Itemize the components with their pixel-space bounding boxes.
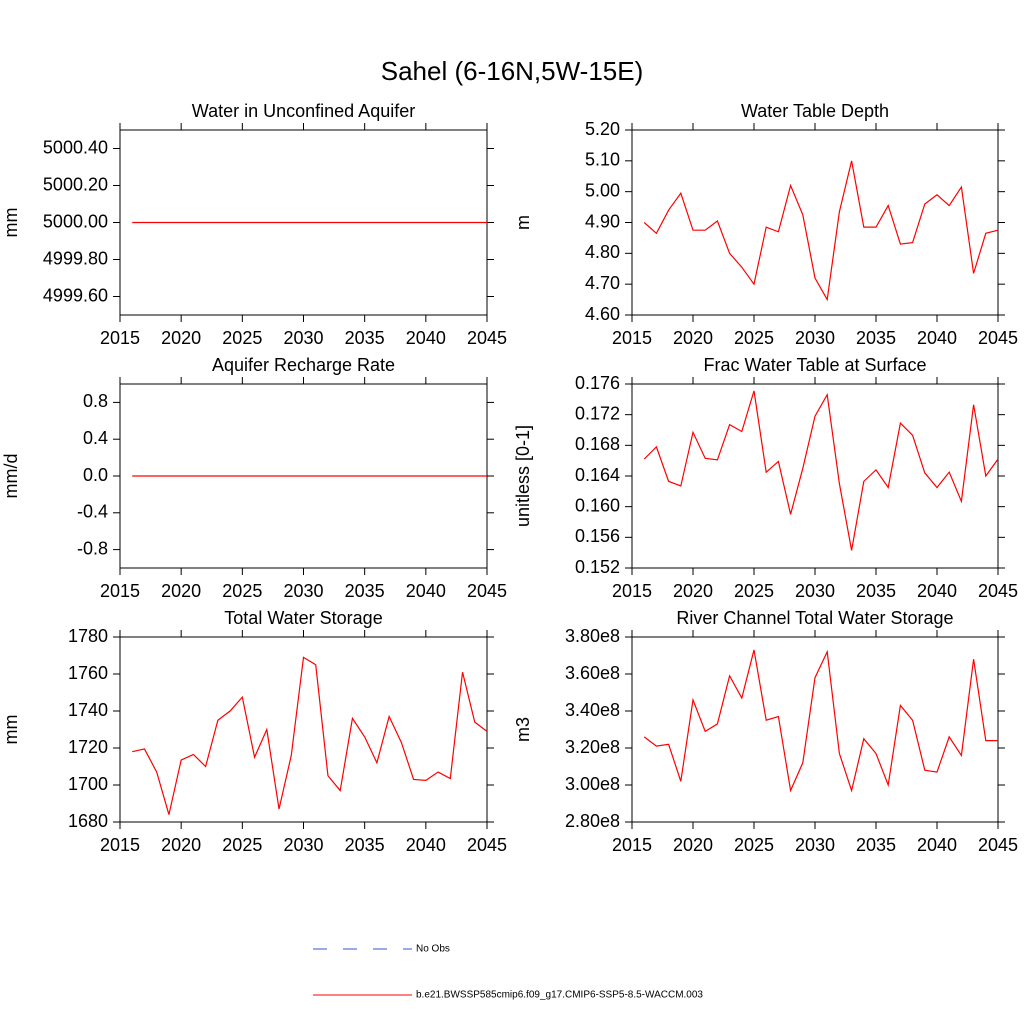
x-tick-label: 2030 [283, 835, 323, 855]
x-tick-label: 2020 [161, 328, 201, 348]
x-tick-label: 2040 [917, 328, 957, 348]
y-tick-label: 1720 [68, 737, 108, 757]
x-tick-label: 2040 [406, 835, 446, 855]
y-tick-label: 0.156 [575, 526, 620, 546]
x-tick-label: 2025 [222, 835, 262, 855]
data-line [132, 656, 488, 815]
y-tick-label: 0.0 [83, 465, 108, 485]
y-tick-label: 0.164 [575, 465, 620, 485]
x-tick-label: 2015 [612, 328, 652, 348]
x-tick-label: 2030 [795, 328, 835, 348]
y-tick-label: 4999.80 [43, 248, 108, 268]
x-tick-label: 2040 [917, 581, 957, 601]
x-tick-label: 2030 [283, 328, 323, 348]
y-tick-label: 3.20e8 [565, 737, 620, 757]
y-axis-label: mm [1, 715, 21, 745]
x-tick-label: 2015 [100, 328, 140, 348]
y-tick-label: 1780 [68, 626, 108, 646]
y-tick-label: 0.168 [575, 434, 620, 454]
data-line [643, 390, 999, 551]
panel-title: Frac Water Table at Surface [703, 355, 926, 375]
y-tick-label: 3.80e8 [565, 626, 620, 646]
x-tick-label: 2035 [856, 328, 896, 348]
y-tick-label: 1760 [68, 663, 108, 683]
y-tick-label: 2.80e8 [565, 811, 620, 831]
x-tick-label: 2020 [673, 328, 713, 348]
x-tick-label: 2045 [978, 581, 1018, 601]
y-axis-label: m [513, 215, 533, 230]
x-tick-label: 2035 [856, 835, 896, 855]
x-tick-label: 2020 [673, 835, 713, 855]
x-tick-label: 2025 [734, 835, 774, 855]
x-tick-label: 2015 [612, 581, 652, 601]
y-tick-label: 0.176 [575, 373, 620, 393]
x-tick-label: 2015 [612, 835, 652, 855]
y-axis-label: m3 [513, 717, 533, 742]
x-tick-label: 2025 [734, 581, 774, 601]
x-tick-label: 2015 [100, 581, 140, 601]
y-tick-label: 5000.00 [43, 211, 108, 231]
x-tick-label: 2045 [467, 835, 507, 855]
x-tick-label: 2035 [345, 328, 385, 348]
figure-title: Sahel (6-16N,5W-15E) [381, 56, 644, 86]
y-tick-label: 4.90 [585, 211, 620, 231]
y-tick-label: 5.10 [585, 150, 620, 170]
y-tick-label: 1700 [68, 774, 108, 794]
x-tick-label: 2045 [467, 328, 507, 348]
y-tick-label: 0.4 [83, 428, 108, 448]
y-tick-label: 5.00 [585, 180, 620, 200]
y-tick-label: 3.40e8 [565, 700, 620, 720]
y-tick-label: 1680 [68, 811, 108, 831]
legend-label: No Obs [416, 944, 450, 955]
x-tick-label: 2025 [222, 581, 262, 601]
panel-title: Water Table Depth [741, 101, 889, 121]
x-tick-label: 2020 [673, 581, 713, 601]
y-tick-label: 0.160 [575, 495, 620, 515]
y-tick-label: -0.8 [77, 538, 108, 558]
panel-title: Water in Unconfined Aquifer [192, 101, 415, 121]
x-tick-label: 2020 [161, 835, 201, 855]
y-tick-label: 1740 [68, 700, 108, 720]
x-tick-label: 2040 [917, 835, 957, 855]
y-axis-label: mm/d [1, 454, 21, 499]
x-tick-label: 2030 [795, 581, 835, 601]
x-tick-label: 2025 [734, 328, 774, 348]
y-tick-label: -0.4 [77, 502, 108, 522]
x-tick-label: 2015 [100, 835, 140, 855]
x-tick-label: 2045 [978, 328, 1018, 348]
y-tick-label: 4.70 [585, 273, 620, 293]
x-tick-label: 2035 [345, 581, 385, 601]
x-tick-label: 2020 [161, 581, 201, 601]
y-tick-label: 0.172 [575, 403, 620, 423]
x-tick-label: 2045 [467, 581, 507, 601]
x-tick-label: 2035 [856, 581, 896, 601]
y-tick-label: 4999.60 [43, 285, 108, 305]
y-tick-label: 0.8 [83, 391, 108, 411]
y-tick-label: 5.20 [585, 119, 620, 139]
y-axis-label: mm [1, 208, 21, 238]
data-line [643, 649, 998, 793]
x-tick-label: 2040 [406, 328, 446, 348]
y-tick-label: 5000.40 [43, 137, 108, 157]
y-tick-label: 3.60e8 [565, 663, 620, 683]
panel-title: River Channel Total Water Storage [676, 608, 953, 628]
data-line [643, 160, 999, 302]
y-tick-label: 5000.20 [43, 174, 108, 194]
x-tick-label: 2035 [345, 835, 385, 855]
y-tick-label: 3.00e8 [565, 774, 620, 794]
x-tick-label: 2030 [283, 581, 323, 601]
y-tick-label: 4.60 [585, 304, 620, 324]
panel-title: Aquifer Recharge Rate [212, 355, 395, 375]
y-tick-label: 4.80 [585, 242, 620, 262]
y-axis-label: unitless [0-1] [513, 425, 533, 527]
x-tick-label: 2030 [795, 835, 835, 855]
y-tick-label: 0.152 [575, 557, 620, 577]
legend-label: b.e21.BWSSP585cmip6.f09_g17.CMIP6-SSP5-8… [416, 990, 703, 1001]
x-tick-label: 2040 [406, 581, 446, 601]
x-tick-label: 2045 [978, 835, 1018, 855]
x-tick-label: 2025 [222, 328, 262, 348]
panel-title: Total Water Storage [224, 608, 382, 628]
